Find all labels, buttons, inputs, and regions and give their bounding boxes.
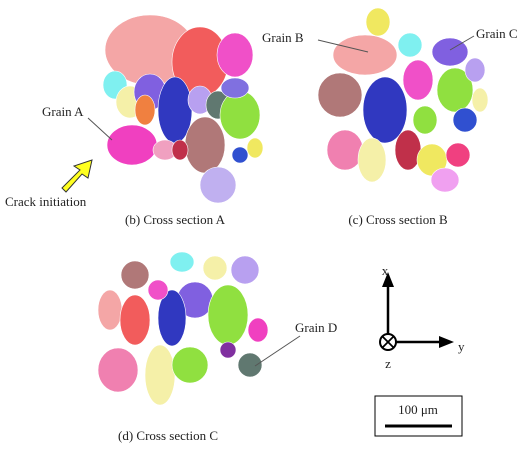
axis-label: z xyxy=(385,356,391,371)
crack-arrow xyxy=(62,160,92,192)
axis-label: y xyxy=(458,339,465,354)
annotation: Crack initiation xyxy=(5,194,87,209)
grain-label: Grain D xyxy=(295,320,337,335)
grain-label: Grain B xyxy=(262,30,304,45)
grain-map-b xyxy=(318,8,488,192)
scale-label: 100 μm xyxy=(398,402,438,417)
grain-label: Grain A xyxy=(42,104,84,119)
grain-map-c xyxy=(98,252,268,405)
caption: (b) Cross section A xyxy=(125,212,226,227)
caption: (c) Cross section B xyxy=(348,212,448,227)
page: {"panels": [ {"caption": "(b) Cross sect… xyxy=(0,0,526,449)
grain-label: Grain C xyxy=(476,26,518,41)
axis-label: x xyxy=(382,263,389,278)
coordinate-axes xyxy=(380,272,454,350)
grain-map-a xyxy=(103,15,263,203)
figure: Grain A Crack initiation Grain B Grain C… xyxy=(0,0,526,444)
caption: (d) Cross section C xyxy=(118,428,218,443)
leader-line xyxy=(88,118,112,140)
